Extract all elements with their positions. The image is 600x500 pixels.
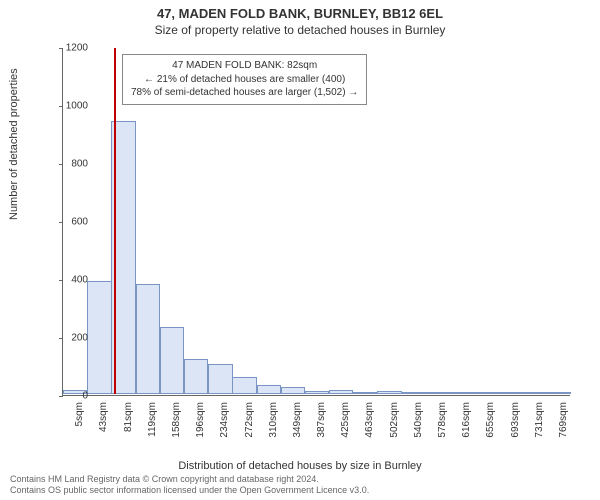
y-tick-mark (59, 222, 63, 223)
x-tick-label: 5sqm (74, 402, 85, 426)
histogram-bar (426, 392, 450, 394)
x-tick-label: 578sqm (437, 402, 448, 438)
attribution-footer: Contains HM Land Registry data © Crown c… (10, 474, 369, 496)
y-tick-mark (59, 48, 63, 49)
y-tick-label: 800 (71, 159, 88, 170)
y-tick-label: 1200 (66, 43, 88, 54)
x-tick-label: 310sqm (268, 402, 279, 438)
x-tick-label: 769sqm (558, 402, 569, 438)
info-line-smaller: ← 21% of detached houses are smaller (40… (131, 73, 358, 87)
y-tick-label: 600 (71, 217, 88, 228)
histogram-bar (184, 359, 208, 394)
x-tick-label: 731sqm (534, 402, 545, 438)
histogram-bar (208, 364, 232, 394)
y-tick-mark (59, 164, 63, 165)
footer-line-1: Contains HM Land Registry data © Crown c… (10, 474, 369, 485)
y-tick-mark (59, 396, 63, 397)
property-marker-line (114, 48, 116, 394)
x-axis-label: Distribution of detached houses by size … (0, 460, 600, 472)
histogram-bar (87, 281, 111, 394)
x-tick-label: 655sqm (485, 402, 496, 438)
x-tick-label: 349sqm (292, 402, 303, 438)
x-tick-label: 119sqm (147, 402, 158, 437)
histogram-bar (232, 377, 256, 394)
histogram-bar (547, 392, 571, 394)
histogram-bar (305, 391, 329, 394)
x-tick-label: 616sqm (461, 402, 472, 438)
info-line-property: 47 MADEN FOLD BANK: 82sqm (131, 59, 358, 73)
y-tick-label: 0 (82, 391, 88, 402)
y-axis-label: Number of detached properties (8, 68, 20, 220)
x-tick-label: 196sqm (195, 402, 206, 438)
y-tick-mark (59, 106, 63, 107)
y-tick-label: 200 (71, 333, 88, 344)
histogram-bar (523, 392, 547, 394)
histogram-bar (474, 392, 498, 394)
histogram-bar (450, 392, 474, 394)
info-line-larger: 78% of semi-detached houses are larger (… (131, 86, 358, 100)
histogram-bar (402, 392, 426, 394)
histogram-bar (498, 392, 522, 394)
x-tick-label: 502sqm (389, 402, 400, 438)
footer-line-2: Contains OS public sector information li… (10, 485, 369, 496)
x-tick-label: 693sqm (510, 402, 521, 438)
histogram-bar (136, 284, 160, 394)
histogram-bar (160, 327, 184, 394)
chart-subtitle: Size of property relative to detached ho… (0, 21, 600, 37)
histogram-bar (353, 392, 377, 394)
x-tick-label: 463sqm (364, 402, 375, 438)
chart-area: 47 MADEN FOLD BANK: 82sqm ← 21% of detac… (62, 48, 570, 396)
x-tick-label: 540sqm (413, 402, 424, 438)
y-tick-label: 1000 (66, 101, 88, 112)
histogram-bar (281, 387, 305, 394)
chart-title-address: 47, MADEN FOLD BANK, BURNLEY, BB12 6EL (0, 0, 600, 21)
y-tick-label: 400 (71, 275, 88, 286)
x-tick-label: 387sqm (316, 402, 327, 438)
chart-container: 47, MADEN FOLD BANK, BURNLEY, BB12 6EL S… (0, 0, 600, 500)
y-tick-mark (59, 338, 63, 339)
x-tick-label: 43sqm (98, 402, 109, 432)
x-tick-label: 234sqm (219, 402, 230, 438)
x-tick-label: 425sqm (340, 402, 351, 438)
y-tick-mark (59, 280, 63, 281)
info-box: 47 MADEN FOLD BANK: 82sqm ← 21% of detac… (122, 54, 367, 105)
x-tick-label: 272sqm (244, 402, 255, 438)
histogram-bar (329, 390, 353, 394)
x-tick-label: 81sqm (123, 402, 134, 432)
histogram-bar (377, 391, 401, 394)
histogram-bar (257, 385, 281, 394)
x-tick-label: 158sqm (171, 402, 182, 438)
